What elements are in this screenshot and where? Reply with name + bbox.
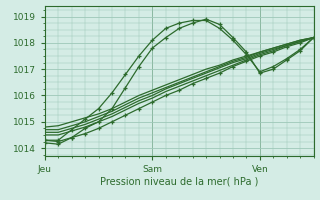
X-axis label: Pression niveau de la mer( hPa ): Pression niveau de la mer( hPa ) — [100, 177, 258, 187]
